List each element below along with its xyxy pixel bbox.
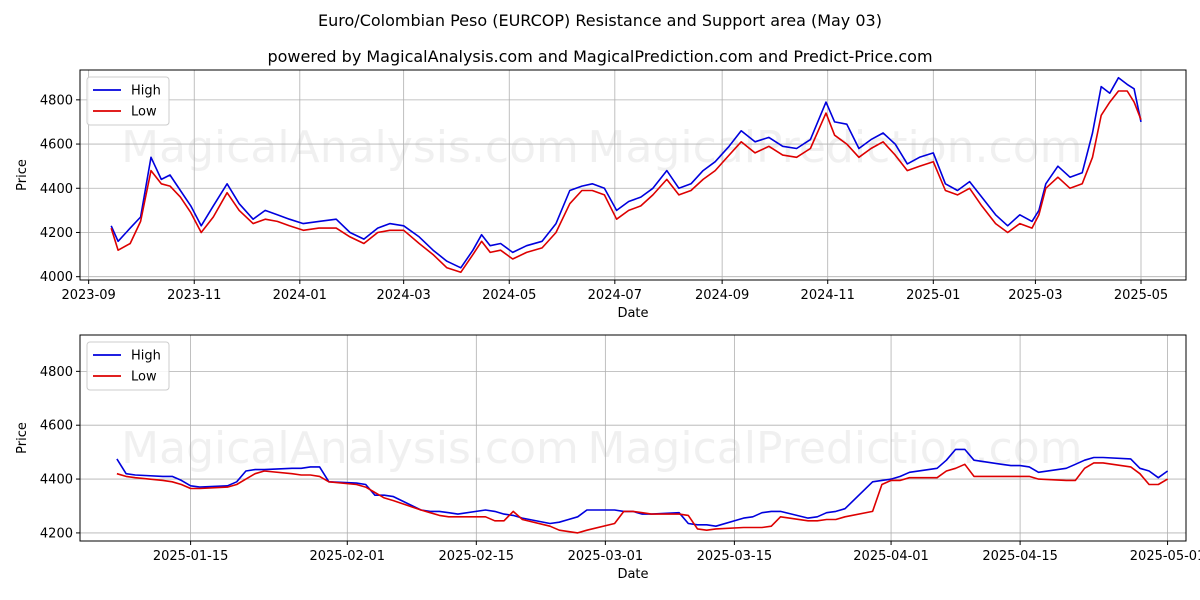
watermark-text: MagicalAnalysis.com	[121, 122, 579, 173]
watermark-text: MagicalPrediction.com	[588, 122, 1083, 173]
plot-frame	[79, 334, 1187, 542]
x-tick-label: 2023-09	[61, 288, 115, 303]
series-line-low	[116, 462, 1169, 534]
chart-subtitle: powered by MagicalAnalysis.com and Magic…	[267, 47, 932, 66]
x-tick-label: 2025-02-15	[439, 549, 515, 564]
x-axis-label: Date	[617, 567, 648, 582]
y-tick-label: 4800	[40, 93, 73, 108]
y-tick-label: 4000	[40, 270, 73, 285]
x-tick-label: 2025-04-15	[982, 549, 1058, 564]
legend-box	[86, 76, 170, 126]
x-tick-label: 2025-03-15	[697, 549, 773, 564]
y-axis-label: Price	[15, 422, 30, 454]
x-tick-label: 2025-01-15	[153, 549, 229, 564]
watermark-text: MagicalPrediction.com	[588, 423, 1083, 474]
bottom-panel: MagicalAnalysis.com MagicalPrediction.com…	[15, 334, 1200, 582]
x-tick-label: 2024-05	[482, 288, 536, 303]
x-tick-label: 2024-03	[377, 288, 431, 303]
y-tick-label: 4400	[40, 473, 73, 488]
x-axis-label: Date	[617, 306, 648, 321]
y-tick-label: 4800	[40, 365, 73, 380]
y-tick-label: 4200	[40, 226, 73, 241]
legend-label-low: Low	[131, 370, 157, 385]
x-tick-label: 2024-11	[801, 288, 855, 303]
x-tick-label: 2023-11	[167, 288, 221, 303]
x-tick-label: 2025-03-01	[568, 549, 644, 564]
x-tick-label: 2025-04-01	[853, 549, 929, 564]
top-panel: MagicalAnalysis.com MagicalPrediction.com…	[15, 69, 1187, 321]
x-tick-label: 2025-05-01	[1130, 549, 1200, 564]
series-line-low	[110, 90, 1142, 274]
y-tick-label: 4600	[40, 419, 73, 434]
y-tick-label: 4600	[40, 138, 73, 153]
x-tick-label: 2024-09	[695, 288, 749, 303]
legend-box	[86, 341, 170, 391]
y-axis-label: Price	[15, 159, 30, 191]
plot-frame	[79, 69, 1187, 281]
chart-title: Euro/Colombian Peso (EURCOP) Resistance …	[318, 11, 882, 30]
x-tick-label: 2024-01	[273, 288, 327, 303]
y-tick-label: 4200	[40, 526, 73, 541]
y-tick-label: 4400	[40, 182, 73, 197]
watermark-text: MagicalAnalysis.com	[121, 423, 579, 474]
x-tick-label: 2025-02-01	[310, 549, 386, 564]
legend-label-high: High	[131, 349, 161, 364]
x-tick-label: 2024-07	[588, 288, 642, 303]
x-tick-label: 2025-03	[1008, 288, 1062, 303]
x-tick-label: 2025-01	[906, 288, 960, 303]
series-line-high	[110, 76, 1142, 269]
legend-label-high: High	[131, 84, 161, 99]
x-tick-label: 2025-05	[1114, 288, 1168, 303]
legend-label-low: Low	[131, 105, 157, 120]
series-line-high	[116, 448, 1169, 528]
